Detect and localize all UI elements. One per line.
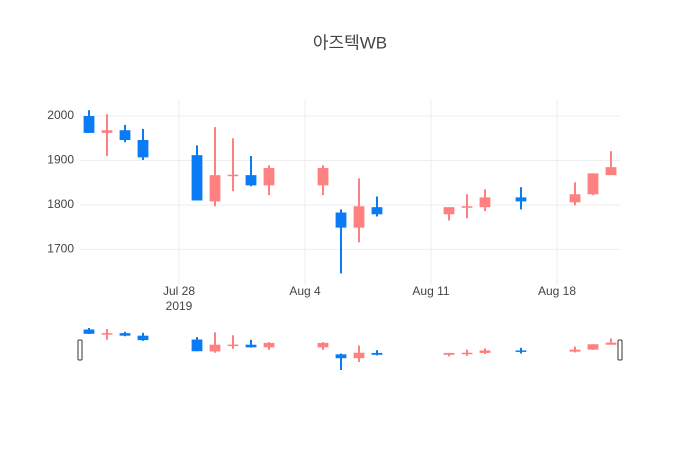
candle-body [227,344,239,347]
candle-body [119,130,131,141]
x-tick-label: Aug 11 [412,284,449,298]
candle-body [479,197,491,208]
candle-body [209,344,221,352]
candle-body [605,167,617,176]
candle-body [317,342,329,348]
chart-title: 아즈텍WB [313,33,387,52]
candle-body [569,194,581,203]
y-tick-label: 1700 [47,242,74,256]
candle-body [209,175,221,202]
candle-body [587,344,599,350]
candle-body [227,174,239,177]
candle-body [479,350,491,353]
candle-body [317,168,329,186]
candle-body [119,333,131,336]
x-tick-label: Aug 4 [289,284,321,298]
candle-body [605,342,617,345]
candle-body [587,173,599,195]
candle-body [101,130,113,133]
x-year-label: 2019 [166,299,193,313]
candle-body [191,339,203,352]
candle-body [191,155,203,201]
rangeslider-handle[interactable] [77,339,83,361]
candle-body [353,206,365,228]
candle-body [515,197,527,202]
rangeslider-handle[interactable] [617,339,623,361]
y-tick-label: 1800 [47,197,74,211]
candle-body [371,352,383,355]
candle-body [245,175,257,186]
candle-body [263,342,275,348]
candle-body [245,344,257,348]
candle-body [443,207,455,215]
candle-body [515,350,527,352]
y-tick-label: 2000 [47,108,74,122]
candle-body [443,352,455,355]
candle-body [353,352,365,359]
candle-body [263,168,275,186]
candle-body [335,354,347,359]
x-tick-label: Jul 28 [163,284,195,298]
candle-body [461,352,473,355]
x-tick-label: Aug 18 [538,284,576,298]
candle-body [137,335,149,341]
candle-body [101,333,113,335]
candle-body [83,116,95,133]
rangeslider-bg [79,323,621,375]
candle-body [461,206,473,208]
candle-body [335,212,347,228]
y-tick-label: 1900 [47,153,74,167]
candle-body [569,349,581,352]
candle-body [137,140,149,158]
candle-body [371,207,383,215]
candle-body [83,329,95,334]
